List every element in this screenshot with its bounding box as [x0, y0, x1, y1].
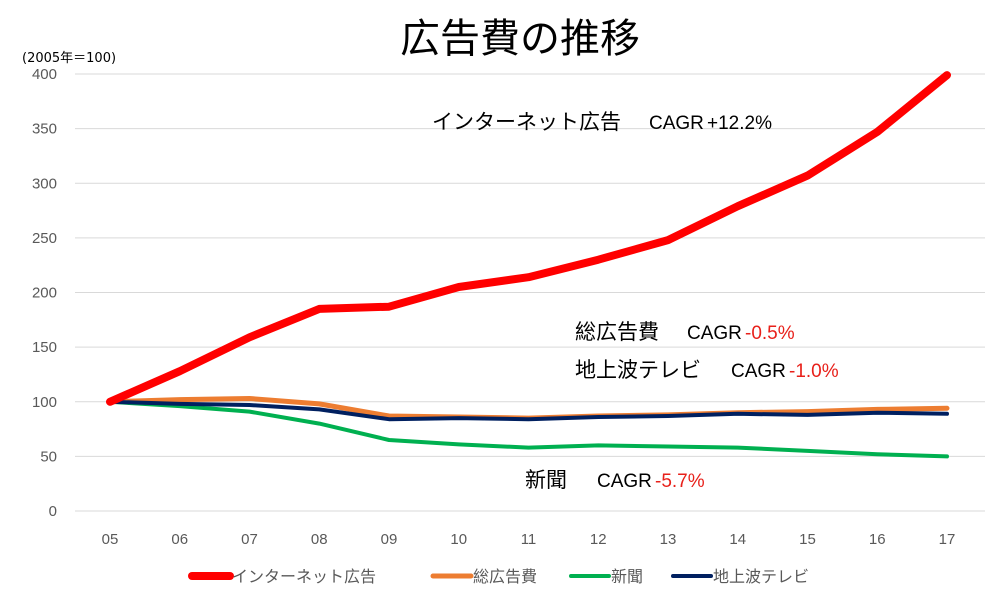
- annotation-label: インターネット広告: [432, 110, 621, 134]
- x-tick-label: 15: [799, 531, 816, 548]
- y-tick-label: 250: [32, 230, 57, 247]
- series-line: [108, 399, 949, 422]
- annotation-terrestrial-tv: 地上波テレビ CAGR -1.0%: [575, 358, 839, 382]
- x-tick-label: 05: [102, 531, 119, 548]
- y-tick-label: 150: [32, 339, 57, 356]
- annotation-cagr-value: -0.5%: [745, 323, 795, 344]
- legend-item: 総広告費: [430, 567, 537, 586]
- x-tick-label: 12: [590, 531, 607, 548]
- legend-label: 新聞: [611, 567, 643, 586]
- legend-item: インターネット広告: [188, 567, 376, 586]
- annotation-cagr-label: CAGR: [649, 113, 704, 134]
- legend-label: 総広告費: [473, 567, 537, 586]
- series-line: [108, 399, 949, 459]
- annotation-cagr-value: -5.7%: [655, 471, 705, 492]
- chart-title: 広告費の推移: [400, 16, 640, 62]
- annotation-cagr-label: CAGR: [731, 361, 786, 382]
- series-line: [106, 71, 951, 406]
- y-tick-label: 100: [32, 394, 57, 411]
- legend-item: 新聞: [569, 567, 643, 586]
- y-tick-label: 0: [49, 503, 57, 520]
- x-tick-label: 17: [939, 531, 956, 548]
- annotation-label: 総広告費: [575, 320, 659, 344]
- y-tick-label: 200: [32, 285, 57, 302]
- y-tick-label: 300: [32, 175, 57, 192]
- x-tick-label: 11: [521, 531, 537, 548]
- annotation-label: 新聞: [525, 468, 567, 492]
- x-tick-label: 16: [869, 531, 886, 548]
- annotation-total: 総広告費 CAGR -0.5%: [575, 320, 795, 344]
- legend-label: 地上波テレビ: [713, 567, 809, 586]
- x-tick-label: 08: [311, 531, 328, 548]
- annotation-label: 地上波テレビ: [575, 358, 701, 382]
- x-tick-label: 14: [729, 531, 746, 548]
- y-tick-label: 350: [32, 121, 57, 138]
- annotation-cagr-label: CAGR: [597, 471, 652, 492]
- chart-subtitle: (2005年＝100): [22, 51, 116, 66]
- y-tick-label: 50: [40, 448, 57, 465]
- annotation-newspaper: 新聞 CAGR -5.7%: [525, 468, 705, 492]
- legend-label: インターネット広告: [232, 567, 376, 586]
- legend-item: 地上波テレビ: [671, 567, 809, 586]
- x-tick-label: 13: [660, 531, 677, 548]
- y-tick-label: 400: [32, 66, 57, 83]
- x-tick-label: 06: [171, 531, 188, 548]
- annotation-cagr-value: +12.2%: [707, 113, 772, 134]
- x-tick-label: 09: [381, 531, 398, 548]
- annotation-cagr-value: -1.0%: [789, 361, 839, 382]
- annotation-internet: インターネット広告 CAGR +12.2%: [432, 110, 772, 134]
- annotation-cagr-label: CAGR: [687, 323, 742, 344]
- x-tick-label: 10: [450, 531, 467, 548]
- x-tick-label: 07: [241, 531, 258, 548]
